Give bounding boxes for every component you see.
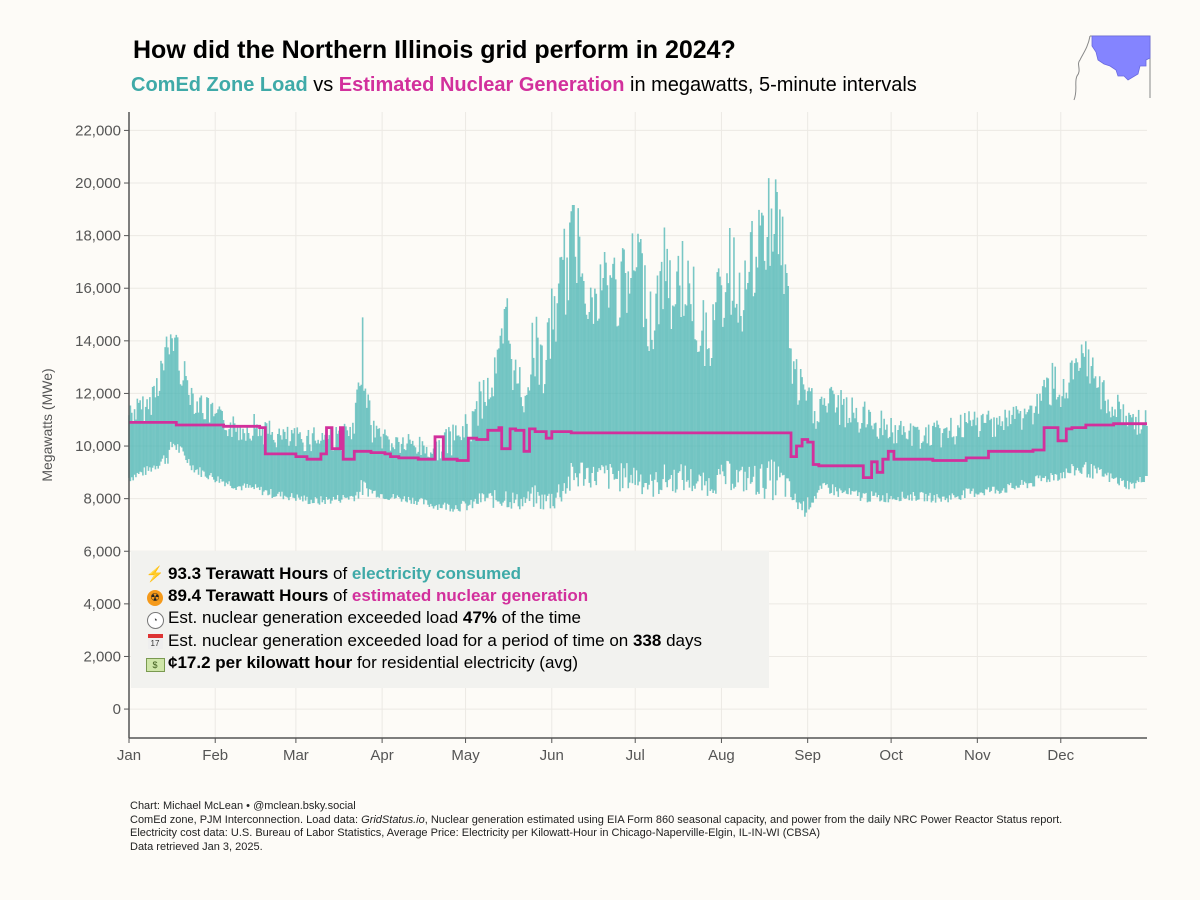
caption-sources-c: , Nuclear generation estimated using EIA… bbox=[424, 813, 1063, 826]
stat-line-days: 17 Est. nuclear generation exceeded load … bbox=[145, 630, 702, 652]
stat-price-suffix: for residential electricity (avg) bbox=[352, 653, 579, 672]
stat-time-value: 47% bbox=[462, 608, 497, 627]
money-icon-wrap: $ bbox=[145, 653, 165, 675]
money-icon: $ bbox=[145, 658, 165, 672]
caption-retrieved: Data retrieved Jan 3, 2025. bbox=[130, 840, 263, 853]
stat-time-suffix: of the time bbox=[496, 608, 582, 627]
x-tick-label: Apr bbox=[370, 747, 393, 764]
y-tick-label: 20,000 bbox=[75, 175, 121, 192]
chart-caption: Chart: Michael McLean • @mclean.bsky.soc… bbox=[130, 800, 1062, 854]
x-tick-label: Jun bbox=[540, 747, 564, 764]
x-tick-label: Mar bbox=[283, 747, 309, 764]
y-axis-label: Megawatts (MWe) bbox=[39, 368, 55, 482]
x-tick-label: Dec bbox=[1047, 747, 1074, 764]
chart-subtitle: ComEd Zone Load vs Estimated Nuclear Gen… bbox=[131, 74, 917, 97]
stat-line-nuclear: ☢ 89.4 Terawatt Hours of estimated nuclea… bbox=[145, 585, 588, 607]
chart-title: How did the Northern Illinois grid perfo… bbox=[133, 36, 736, 64]
clock-icon-wrap: ◔ bbox=[145, 608, 165, 630]
y-tick-label: 18,000 bbox=[75, 228, 121, 245]
stat-days-suffix: days bbox=[661, 631, 702, 650]
calendar-icon-wrap: 17 bbox=[145, 631, 165, 653]
subtitle-vs: vs bbox=[307, 74, 339, 96]
y-tick-label: 14,000 bbox=[75, 333, 121, 350]
y-tick-label: 16,000 bbox=[75, 280, 121, 297]
y-tick-label: 12,000 bbox=[75, 385, 121, 402]
y-tick-label: 6,000 bbox=[83, 543, 121, 560]
x-tick-label: Aug bbox=[708, 747, 735, 764]
y-tick-label: 22,000 bbox=[75, 122, 121, 139]
stat-line-price: $ ¢17.2 per kilowatt hour for residential… bbox=[145, 652, 578, 674]
x-tick-label: Jan bbox=[117, 747, 141, 764]
y-tick-label: 2,000 bbox=[83, 648, 121, 665]
comed-zone-map-icon bbox=[1091, 35, 1151, 81]
caption-cost-source: Electricity cost data: U.S. Bureau of La… bbox=[130, 827, 820, 839]
caption-sources: ComEd zone, PJM Interconnection. Load da… bbox=[130, 814, 1062, 828]
stat-nuclear-value: 89.4 Terawatt Hours bbox=[168, 586, 329, 605]
x-tick-label: Nov bbox=[964, 747, 991, 764]
stat-time-text: Est. nuclear generation exceeded load bbox=[168, 608, 463, 627]
stat-nuclear-label: estimated nuclear generation bbox=[351, 586, 589, 605]
x-tick-label: Feb bbox=[202, 747, 228, 764]
stat-days-value: 338 bbox=[632, 631, 662, 650]
stat-consumed-label: electricity consumed bbox=[351, 564, 522, 583]
x-tick-label: Jul bbox=[626, 747, 645, 764]
nuclear-step-line bbox=[129, 421, 1147, 479]
caption-gridstatus: GridStatus.io bbox=[361, 813, 425, 826]
stats-callout-box bbox=[131, 551, 769, 688]
stat-days-text: Est. nuclear generation exceeded load fo… bbox=[168, 631, 633, 650]
y-tick-label: 8,000 bbox=[83, 491, 121, 508]
y-tick-label: 4,000 bbox=[83, 596, 121, 613]
stat-line-time-share: ◔ Est. nuclear generation exceeded load 4… bbox=[145, 607, 581, 629]
x-tick-label: Sep bbox=[794, 747, 821, 764]
x-tick-label: Oct bbox=[879, 747, 903, 764]
lightning-icon: ⚡ bbox=[145, 566, 165, 583]
stat-line-consumed: ⚡ 93.3 Terawatt Hours of electricity cons… bbox=[145, 563, 521, 585]
stat-connector: of bbox=[328, 586, 352, 605]
caption-sources-a: ComEd zone, PJM Interconnection. Load da… bbox=[130, 813, 362, 826]
stat-consumed-value: 93.3 Terawatt Hours bbox=[168, 564, 329, 583]
load-series bbox=[128, 178, 1148, 517]
illinois-map-icon bbox=[1073, 35, 1151, 101]
radioactive-icon: ☢ bbox=[147, 590, 163, 606]
clock-icon: ◔ bbox=[146, 612, 164, 629]
stat-price-value: ¢17.2 per kilowatt hour bbox=[168, 653, 353, 672]
subtitle-rest: in megawatts, 5-minute intervals bbox=[624, 74, 917, 96]
stat-connector: of bbox=[328, 564, 352, 583]
y-tick-label: 0 bbox=[113, 701, 121, 718]
nuclear-series bbox=[129, 421, 1147, 479]
calendar-icon: 17 bbox=[147, 634, 163, 649]
x-tick-label: May bbox=[451, 747, 480, 764]
axes: 0 2,000 4,000 6,000 8,000 10,000 12,000 14,000 1… bbox=[75, 112, 1147, 764]
radioactive-icon-wrap: ☢ bbox=[145, 586, 165, 608]
y-tick-label: 10,000 bbox=[75, 438, 121, 455]
caption-credit: Chart: Michael McLean • @mclean.bsky.soc… bbox=[130, 800, 356, 812]
subtitle-nuclear-label: Estimated Nuclear Generation bbox=[338, 74, 625, 96]
subtitle-load-label: ComEd Zone Load bbox=[131, 74, 308, 96]
